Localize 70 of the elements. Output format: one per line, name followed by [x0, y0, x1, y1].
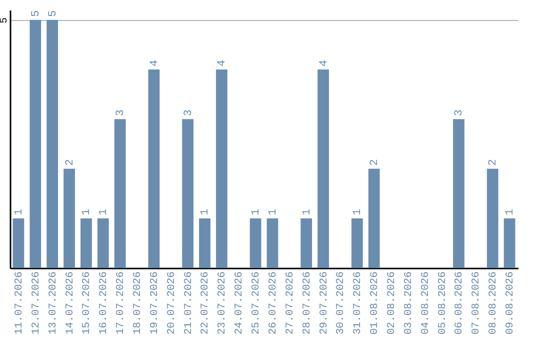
bar: [453, 119, 464, 268]
x-tick-label: 06.08.2026: [454, 272, 466, 335]
bar: [318, 70, 329, 268]
bar: [351, 218, 363, 268]
bar: [250, 218, 262, 268]
x-tick-label: 29.07.2026: [318, 272, 330, 335]
x-tick-label: 12.07.2026: [30, 272, 42, 335]
data-label: 3: [454, 110, 466, 116]
x-tick-label: 08.08.2026: [488, 272, 500, 335]
data-label: 2: [369, 159, 382, 166]
x-tick-label: 14.07.2026: [64, 272, 76, 335]
data-label: 1: [98, 208, 110, 216]
x-tick-label: 01.08.2026: [369, 272, 382, 335]
x-tick-label: 07.08.2026: [470, 272, 483, 335]
bar: [199, 218, 210, 268]
data-label: 4: [148, 60, 161, 67]
bar: [30, 20, 42, 268]
bar: [46, 20, 58, 268]
x-tick-label: 13.07.2026: [47, 272, 60, 335]
x-tick-label: 20.07.2026: [166, 272, 178, 335]
bar: [148, 70, 160, 268]
x-tick-label: 24.07.2026: [234, 272, 246, 335]
x-tick-label: 27.07.2026: [284, 272, 296, 335]
data-label: 2: [64, 159, 76, 166]
data-label: 3: [182, 110, 195, 116]
data-label: 5: [47, 10, 60, 17]
x-tick-label: 17.07.2026: [115, 272, 128, 335]
bar: [266, 218, 278, 268]
x-tick-label: 04.08.2026: [420, 272, 432, 335]
bar: [504, 218, 516, 268]
x-tick-label: 15.07.2026: [81, 272, 94, 335]
data-label: 3: [115, 110, 128, 116]
data-label: 1: [352, 208, 364, 216]
data-label: 2: [488, 159, 500, 166]
data-label: 1: [301, 208, 314, 216]
bar: [114, 119, 126, 268]
x-tick-label: 30.07.2026: [335, 272, 348, 335]
bar: [216, 70, 228, 268]
data-label: 1: [267, 208, 280, 216]
x-tick-label: 28.07.2026: [301, 272, 314, 335]
bar: [368, 168, 380, 268]
x-tick-label: 11.07.2026: [13, 272, 26, 335]
bar: [300, 218, 312, 268]
bar: [97, 218, 109, 268]
x-tick-label: 25.07.2026: [250, 272, 263, 335]
bar: [182, 119, 194, 268]
x-tick-label: 16.07.2026: [98, 272, 110, 335]
x-tick-label: 18.07.2026: [132, 272, 144, 335]
x-tick-label: 21.07.2026: [182, 272, 195, 335]
data-label: 5: [30, 10, 42, 17]
x-tick-label: 09.08.2026: [504, 272, 517, 335]
bar: [12, 218, 24, 268]
data-label: 4: [318, 60, 330, 67]
x-tick-label: 26.07.2026: [267, 272, 280, 335]
data-label: 1: [81, 208, 94, 216]
x-tick-label: 02.08.2026: [386, 272, 398, 335]
x-tick-label: 05.08.2026: [436, 272, 449, 335]
x-tick-label: 23.07.2026: [216, 272, 229, 335]
bar: [80, 218, 92, 268]
x-tick-label: 31.07.2026: [352, 272, 364, 335]
bar: [486, 168, 498, 268]
data-label: 4: [216, 60, 229, 67]
data-label: 1: [13, 208, 26, 216]
x-tick-label: 03.08.2026: [402, 272, 415, 335]
bar: [64, 168, 75, 268]
data-label: 1: [200, 208, 212, 216]
data-label: 1: [504, 208, 517, 216]
x-tick-label: 19.07.2026: [148, 272, 161, 335]
x-tick-label: 22.07.2026: [200, 272, 212, 335]
data-label: 1: [250, 208, 263, 216]
